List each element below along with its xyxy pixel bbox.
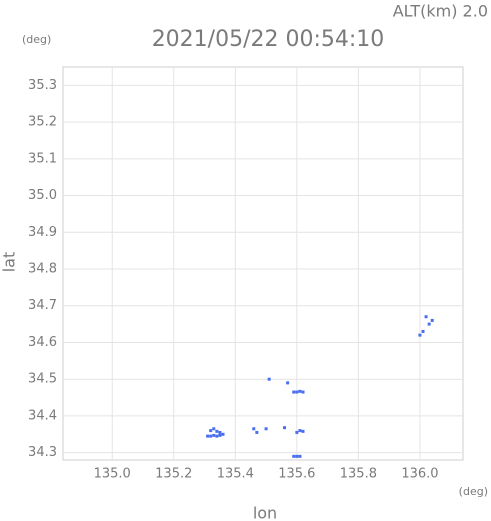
y-tick-label: 35.1 — [28, 151, 57, 166]
y-unit: (deg) — [22, 33, 51, 46]
echo-point — [215, 429, 219, 433]
echo-point — [295, 454, 299, 458]
echo-point — [292, 390, 296, 394]
y-axis-label: lat — [0, 252, 19, 273]
echo-point — [221, 432, 225, 436]
echo-point — [298, 454, 302, 458]
echo-point — [427, 322, 431, 326]
echo-point — [292, 454, 296, 458]
x-tick-label: 135.0 — [94, 467, 131, 482]
y-tick-label: 34.5 — [28, 372, 57, 387]
plot-frame — [62, 66, 464, 461]
echo-point — [286, 381, 290, 385]
y-tick-label: 35.0 — [28, 188, 57, 203]
echo-point — [298, 429, 302, 433]
echo-point — [209, 434, 213, 438]
echo-point — [295, 390, 299, 394]
x-tick-label: 135.2 — [155, 467, 192, 482]
y-tick-label: 34.9 — [28, 225, 57, 240]
y-tick-label: 34.8 — [28, 262, 57, 277]
x-axis-label: lon — [253, 504, 277, 521]
echo-point — [295, 430, 299, 434]
chart-title: 2021/05/22 00:54:10 — [152, 27, 385, 52]
echo-point — [206, 434, 210, 438]
echo-point — [421, 329, 425, 333]
echo-point — [209, 429, 213, 433]
echo-point — [212, 427, 216, 431]
echo-point — [264, 427, 268, 431]
echo-point — [218, 430, 222, 434]
altitude-label: ALT(km) 2.0 — [393, 2, 488, 21]
y-tick-label: 35.3 — [28, 78, 57, 93]
echo-point — [418, 333, 422, 337]
echo-point — [255, 430, 259, 434]
x-tick-label: 135.6 — [278, 467, 315, 482]
y-tick-label: 34.4 — [28, 408, 57, 423]
echo-point — [215, 434, 219, 438]
echo-point — [212, 433, 216, 437]
y-tick-label: 34.6 — [28, 335, 57, 350]
echo-point — [424, 315, 428, 319]
x-unit: (deg) — [459, 485, 488, 498]
x-tick-label: 135.4 — [217, 467, 254, 482]
echo-point — [298, 389, 302, 393]
echo-point — [430, 318, 434, 322]
x-tick-label: 135.8 — [340, 467, 377, 482]
echo-point — [252, 427, 256, 431]
echo-point — [283, 426, 287, 430]
echo-point — [267, 377, 271, 381]
echo-point — [218, 433, 222, 437]
y-tick-label: 34.3 — [28, 445, 57, 460]
echo-point — [301, 429, 305, 433]
y-tick-label: 35.2 — [28, 115, 57, 130]
echo-point — [301, 390, 305, 394]
x-tick-label: 136.0 — [401, 467, 438, 482]
y-tick-label: 34.7 — [28, 298, 57, 313]
